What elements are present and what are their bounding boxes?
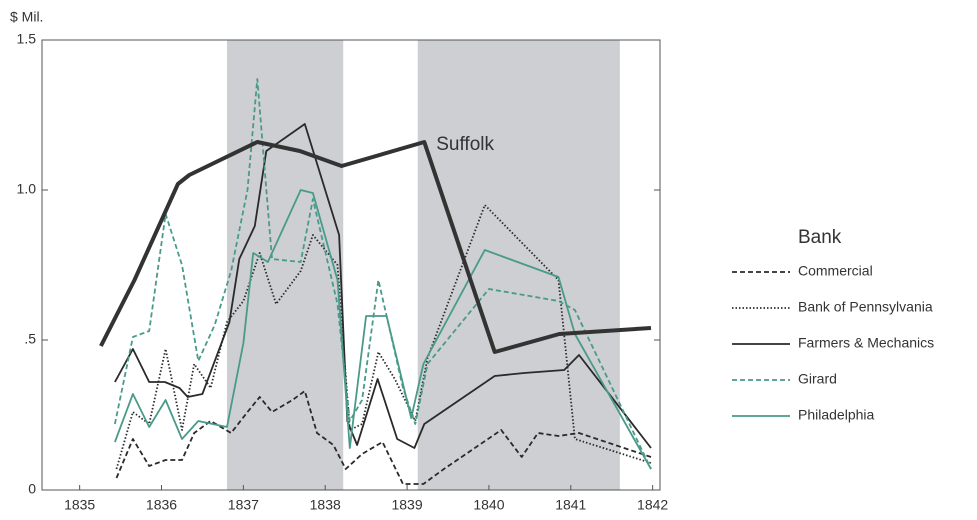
x-tick-label: 1840 bbox=[473, 497, 504, 513]
legend-label: Philadelphia bbox=[798, 407, 874, 423]
x-tick-label: 1841 bbox=[555, 497, 586, 513]
series-line bbox=[115, 204, 652, 470]
annotation: Suffolk bbox=[436, 134, 494, 155]
series-line bbox=[115, 390, 652, 485]
y-tick-label: 1.5 bbox=[17, 31, 37, 47]
y-tick-label: 1.0 bbox=[17, 181, 37, 197]
series-line bbox=[114, 189, 652, 470]
x-tick-label: 1837 bbox=[228, 497, 259, 513]
legend-label: Commercial bbox=[798, 263, 873, 279]
plot-frame bbox=[41, 39, 661, 491]
y-axis-label: $ Mil. bbox=[10, 9, 43, 25]
y-tick-label: .5 bbox=[24, 331, 36, 347]
legend-title: Bank bbox=[798, 227, 842, 248]
series-line bbox=[114, 123, 652, 449]
shaded-period bbox=[417, 40, 620, 490]
x-tick-label: 1838 bbox=[310, 497, 341, 513]
legend-label: Bank of Pennsylvania bbox=[798, 299, 933, 315]
x-tick-label: 1835 bbox=[64, 497, 95, 513]
legend-label: Farmers & Mechanics bbox=[798, 335, 934, 351]
legend-label: Girard bbox=[798, 371, 837, 387]
x-tick-label: 1842 bbox=[637, 497, 668, 513]
series-line bbox=[114, 78, 652, 470]
shaded-period bbox=[226, 40, 344, 490]
x-tick-label: 1836 bbox=[146, 497, 177, 513]
y-tick-label: 0 bbox=[28, 481, 36, 497]
x-tick-label: 1839 bbox=[391, 497, 422, 513]
series-line bbox=[99, 140, 652, 354]
